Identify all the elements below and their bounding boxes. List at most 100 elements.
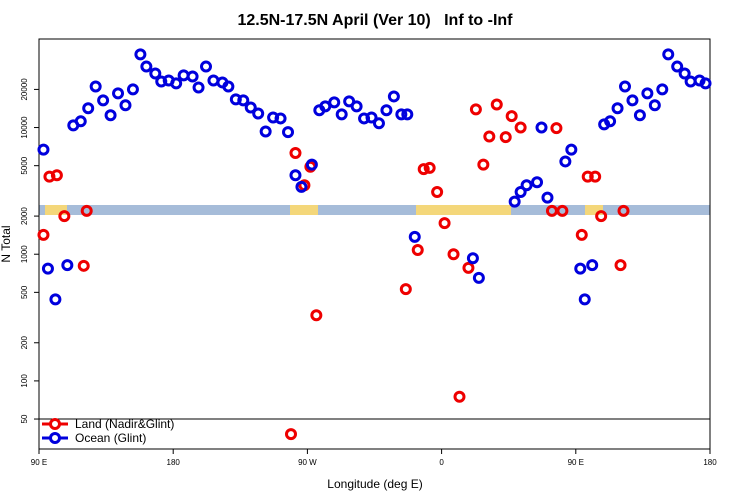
point bbox=[535, 121, 548, 134]
point bbox=[119, 99, 132, 112]
point bbox=[575, 228, 588, 241]
y-tick-label: 500 bbox=[20, 285, 29, 299]
point bbox=[41, 262, 54, 275]
point bbox=[350, 100, 363, 113]
point bbox=[77, 259, 90, 272]
point bbox=[453, 390, 466, 403]
point bbox=[633, 109, 646, 122]
point bbox=[514, 185, 527, 198]
point bbox=[589, 170, 602, 183]
point bbox=[200, 60, 213, 73]
x-axis-label: Longitude (deg E) bbox=[327, 477, 422, 491]
point bbox=[595, 210, 608, 223]
point bbox=[611, 102, 624, 115]
chart-title: 12.5N-17.5N April (Ver 10) Inf to -Inf bbox=[237, 12, 513, 29]
point bbox=[520, 179, 533, 192]
point bbox=[499, 131, 512, 144]
legend-marker bbox=[49, 418, 61, 430]
legend-label: Ocean (Glint) bbox=[75, 431, 146, 445]
point bbox=[490, 98, 503, 111]
map-strip bbox=[39, 205, 710, 215]
point bbox=[614, 259, 627, 272]
point bbox=[289, 146, 302, 159]
point bbox=[447, 248, 460, 261]
land-strip bbox=[45, 205, 603, 215]
y-tick-label: 10000 bbox=[20, 116, 29, 139]
point bbox=[411, 243, 424, 256]
point bbox=[466, 252, 479, 265]
point bbox=[104, 109, 117, 122]
point bbox=[126, 83, 139, 96]
point bbox=[74, 115, 87, 128]
y-tick-label: 100 bbox=[20, 374, 29, 388]
point bbox=[380, 104, 393, 117]
point bbox=[508, 195, 521, 208]
point bbox=[531, 176, 544, 189]
point bbox=[310, 309, 323, 322]
point bbox=[192, 81, 205, 94]
point bbox=[477, 158, 490, 171]
point bbox=[565, 143, 578, 156]
point bbox=[58, 210, 71, 223]
point bbox=[586, 259, 599, 272]
point bbox=[222, 80, 235, 93]
point bbox=[604, 115, 617, 128]
point bbox=[274, 112, 287, 125]
point bbox=[417, 163, 430, 176]
y-tick-label: 50 bbox=[20, 414, 29, 423]
point bbox=[550, 122, 563, 135]
x-tick-label: 0 bbox=[439, 458, 444, 467]
point bbox=[37, 143, 50, 156]
x-tick-label: 90 W bbox=[298, 458, 317, 467]
point bbox=[469, 103, 482, 116]
point bbox=[656, 83, 669, 96]
x-tick-label: 90 E bbox=[31, 458, 47, 467]
y-tick-label: 1000 bbox=[20, 245, 29, 263]
point bbox=[399, 283, 412, 296]
point bbox=[335, 108, 348, 121]
point bbox=[662, 48, 675, 61]
point bbox=[282, 126, 295, 139]
point bbox=[641, 87, 654, 100]
point bbox=[295, 180, 308, 193]
point bbox=[372, 117, 385, 130]
x-tick-label: 180 bbox=[703, 458, 717, 467]
point bbox=[617, 204, 630, 217]
point bbox=[626, 94, 639, 107]
plot-frame bbox=[38, 38, 711, 450]
point bbox=[462, 261, 475, 274]
y-tick-label: 2000 bbox=[20, 207, 29, 225]
point bbox=[699, 77, 712, 90]
point bbox=[619, 80, 632, 93]
point bbox=[678, 67, 691, 80]
point bbox=[284, 428, 297, 441]
point bbox=[365, 111, 378, 124]
point bbox=[134, 48, 147, 61]
point bbox=[80, 204, 93, 217]
point bbox=[483, 130, 496, 143]
y-tick-label: 5000 bbox=[20, 156, 29, 174]
x-tick-label: 90 E bbox=[568, 458, 584, 467]
point bbox=[244, 101, 257, 114]
point bbox=[149, 67, 162, 80]
point bbox=[387, 90, 400, 103]
point bbox=[671, 60, 684, 73]
point bbox=[89, 80, 102, 93]
point bbox=[648, 99, 661, 112]
point bbox=[559, 155, 572, 168]
point bbox=[438, 217, 451, 230]
point bbox=[401, 108, 414, 121]
point bbox=[61, 259, 74, 272]
point bbox=[37, 228, 50, 241]
y-tick-label: 20000 bbox=[20, 78, 29, 101]
y-tick-label: 200 bbox=[20, 336, 29, 350]
point bbox=[305, 158, 318, 171]
point bbox=[541, 191, 554, 204]
point bbox=[49, 293, 62, 306]
point bbox=[289, 169, 302, 182]
point bbox=[97, 94, 110, 107]
point bbox=[472, 271, 485, 284]
y-axis-label: N Total bbox=[0, 225, 13, 262]
point bbox=[252, 107, 265, 120]
